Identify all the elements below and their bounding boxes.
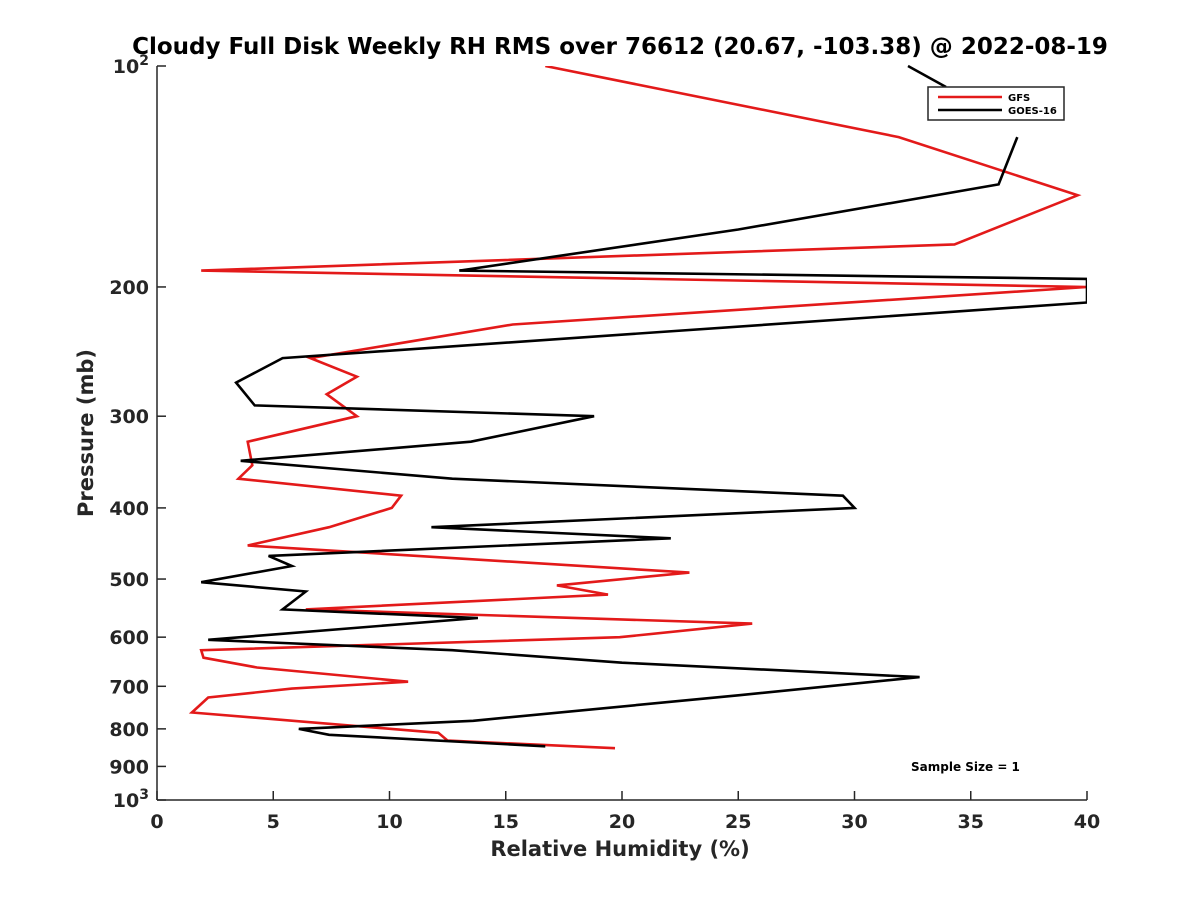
y-tick-label: 200 [109, 277, 149, 299]
x-tick-label: 15 [493, 811, 519, 833]
y-tick-label: 600 [109, 627, 149, 649]
x-tick-label: 35 [958, 811, 984, 833]
x-tick-label: 20 [609, 811, 635, 833]
y-tick-label: 500 [109, 569, 149, 591]
axes-layer [156, 66, 1087, 801]
legend: GFS GOES-16 [907, 64, 1065, 121]
legend-label-gfs: GFS [1008, 93, 1030, 104]
y-tick-label: 102 [113, 53, 149, 78]
y-tick-label: 700 [109, 676, 149, 698]
y-axis-label: Pressure (mb) [74, 349, 98, 517]
series-line-gfs [188, 66, 1087, 750]
y-tick-label: 900 [109, 756, 149, 778]
sample-size-annotation: Sample Size = 1 [911, 760, 1020, 774]
legend-leader-line [907, 64, 947, 89]
y-tick-label: 400 [109, 498, 149, 520]
x-tick-label: 5 [267, 811, 280, 833]
x-tick-label: 30 [841, 811, 867, 833]
legend-label-goes16: GOES-16 [1008, 106, 1057, 117]
chart-title: Cloudy Full Disk Weekly RH RMS over 7661… [132, 34, 1108, 60]
x-ticks: 0 5 10 15 20 25 30 35 40 [150, 791, 1100, 833]
x-tick-label: 25 [725, 811, 751, 833]
legend-box [927, 86, 1065, 121]
y-ticks: 102 200 300 400 500 600 700 800 900 103 [109, 53, 166, 812]
x-axis-label: Relative Humidity (%) [490, 837, 749, 861]
x-tick-label: 40 [1074, 811, 1100, 833]
series-line-goes16 [200, 136, 1087, 748]
y-tick-label: 800 [109, 719, 149, 741]
y-tick-label: 300 [109, 406, 149, 428]
x-tick-label: 0 [150, 811, 163, 833]
x-tick-label: 10 [376, 811, 402, 833]
series-layer [188, 66, 1087, 750]
y-tick-label: 103 [113, 787, 149, 812]
